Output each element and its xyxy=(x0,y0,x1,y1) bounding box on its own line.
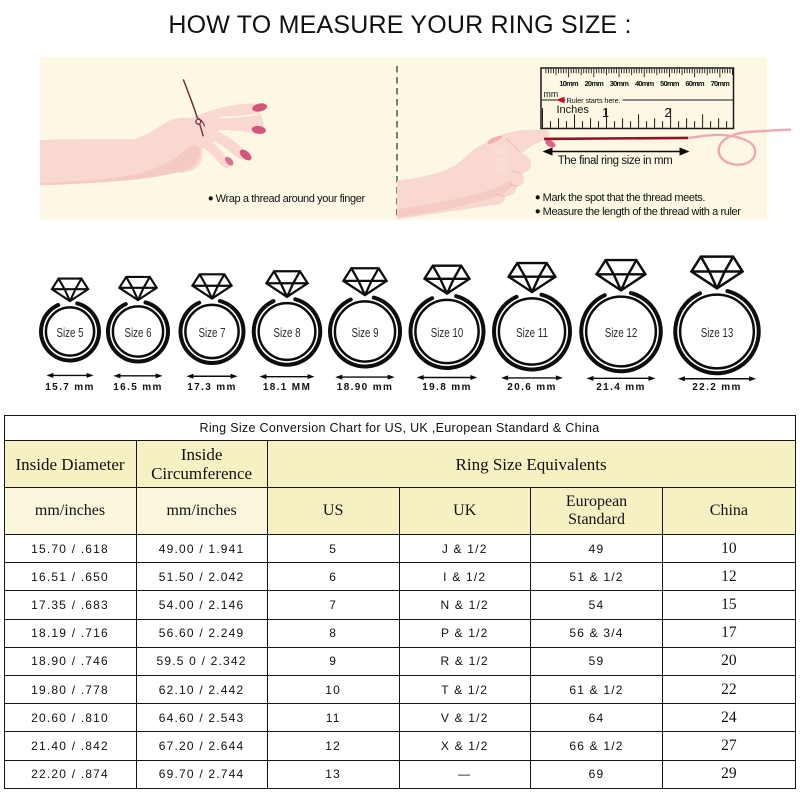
svg-text:50mm: 50mm xyxy=(660,79,680,88)
svg-text:70mm: 70mm xyxy=(711,79,731,88)
svg-text:40mm: 40mm xyxy=(635,79,655,88)
svg-text:2: 2 xyxy=(665,106,672,120)
svg-text:60mm: 60mm xyxy=(685,79,705,88)
svg-text:1: 1 xyxy=(602,106,609,120)
svg-text:10mm: 10mm xyxy=(559,79,579,88)
svg-text:30mm: 30mm xyxy=(610,79,630,88)
svg-text:20mm: 20mm xyxy=(585,79,605,88)
svg-text:Ruler starts here.: Ruler starts here. xyxy=(567,96,621,105)
svg-text:Inches: Inches xyxy=(557,104,590,116)
svg-text:mm: mm xyxy=(544,89,559,99)
